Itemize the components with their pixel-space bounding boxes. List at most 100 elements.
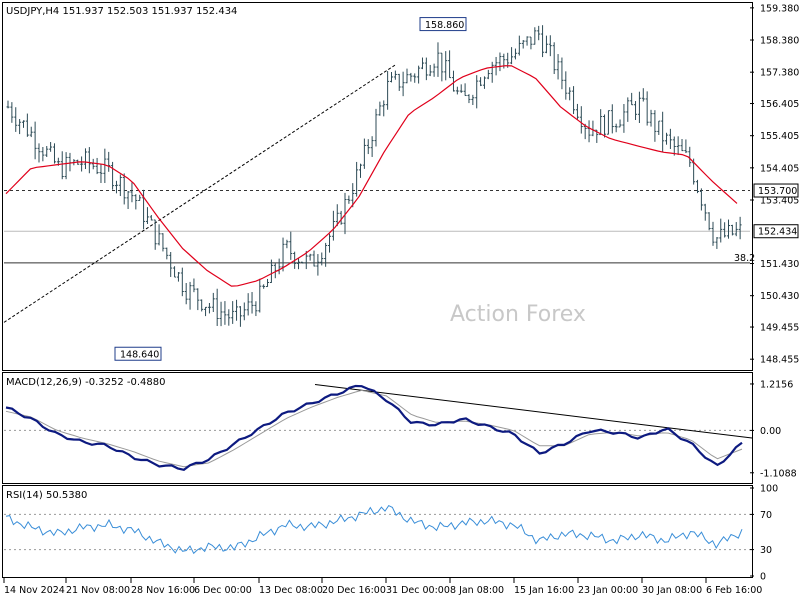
macd-tick-label: -1.1088 — [760, 468, 797, 479]
ohlc-bar — [242, 302, 246, 321]
ohlc-bar — [665, 132, 669, 145]
rsi-line — [5, 504, 743, 555]
ohlc-bar — [707, 212, 711, 231]
time-tick-label: 23 Jan 00:00 — [578, 585, 638, 596]
ohlc-bar — [366, 139, 370, 155]
ohlc-bar — [634, 101, 638, 121]
ohlc-bar — [281, 237, 285, 272]
symbol-title: USDJPY,H4 151.937 152.503 151.937 152.43… — [6, 6, 237, 17]
ohlc-bar — [397, 73, 401, 91]
ohlc-bar — [83, 148, 87, 170]
ohlc-bar — [572, 86, 576, 115]
ohlc-bar — [610, 104, 614, 134]
ohlc-bar — [420, 57, 424, 70]
price-tick-label: 158.380 — [760, 36, 799, 47]
ohlc-bar — [33, 121, 37, 160]
rsi-panel-frame — [2, 485, 753, 578]
ohlc-bar — [649, 109, 653, 127]
ohlc-bar — [579, 106, 583, 134]
ohlc-bar — [661, 111, 665, 152]
ohlc-bar — [331, 210, 335, 241]
ohlc-bar — [153, 219, 157, 250]
ohlc-bar — [138, 194, 142, 202]
rsi-title: RSI(14) 50.5380 — [6, 490, 87, 501]
last-price-label: 152.434 — [758, 227, 797, 238]
ohlc-bar — [165, 247, 169, 260]
ohlc-bar — [320, 252, 324, 266]
macd-tick-label: 1.2156 — [760, 379, 793, 390]
macd-panel-frame — [2, 372, 753, 484]
ohlc-bar — [196, 288, 200, 311]
ohlc-bar — [235, 299, 239, 321]
price-layer: 158.860 148.640 38.2 — [3, 17, 755, 361]
ohlc-bar — [157, 224, 161, 246]
ohlc-bar — [200, 299, 204, 312]
ohlc-bar — [448, 50, 452, 79]
ohlc-bar — [494, 56, 498, 76]
resistance-price-label: 153.700 — [758, 186, 797, 197]
ohlc-bar — [107, 151, 111, 172]
ohlc-bar — [556, 54, 560, 80]
ohlc-bar — [227, 309, 231, 326]
ohlc-bar — [324, 242, 328, 267]
ohlc-bar — [254, 301, 258, 317]
ohlc-bar — [475, 75, 479, 109]
time-tick-label: 13 Dec 08:00 — [259, 585, 323, 596]
ohlc-bar — [25, 113, 29, 137]
ohlc-bar — [231, 301, 235, 324]
price-tick-label: 153.405 — [760, 196, 799, 207]
ohlc-bar — [424, 57, 428, 81]
ohlc-bar — [672, 136, 676, 156]
ohlc-bar — [544, 35, 548, 54]
ohlc-bar — [87, 147, 91, 174]
ohlc-bar — [727, 219, 731, 239]
ohlc-bar — [734, 222, 738, 237]
ohlc-bar — [103, 148, 107, 184]
ohlc-bar — [176, 272, 180, 282]
ohlc-bar — [37, 143, 41, 163]
last-price-box — [753, 224, 799, 239]
ohlc-bar — [738, 216, 742, 240]
ohlc-bar — [703, 203, 707, 221]
rsi-tick-label: 30 — [760, 545, 772, 556]
ohlc-bar — [300, 261, 304, 264]
ohlc-bar — [355, 161, 359, 197]
ohlc-bar — [645, 91, 649, 126]
ohlc-bar — [529, 36, 533, 50]
time-tick-label: 30 Jan 08:00 — [642, 585, 702, 596]
ohlc-bar — [246, 293, 250, 316]
ohlc-bar — [111, 161, 115, 190]
ohlc-bar — [413, 73, 417, 83]
ohlc-bar — [606, 110, 610, 135]
time-tick-label: 14 Nov 2024 — [4, 585, 65, 596]
ohlc-bar — [207, 302, 211, 314]
ohlc-bar — [215, 288, 219, 326]
ohlc-bar — [626, 97, 630, 122]
time-tick-label: 20 Dec 16:00 — [322, 585, 386, 596]
ohlc-bar — [479, 77, 483, 87]
ohlc-bar — [238, 306, 242, 327]
time-tick-label: 8 Jan 08:00 — [450, 585, 504, 596]
ohlc-bar — [575, 103, 579, 120]
ohlc-bar — [173, 266, 177, 278]
watermark: Action Forex — [450, 302, 586, 327]
ohlc-bar — [122, 173, 126, 205]
low-label-box — [114, 346, 162, 361]
price-tick-label: 157.380 — [760, 68, 799, 79]
ohlc-bar — [304, 250, 308, 270]
ohlc-bar — [52, 143, 56, 164]
ohlc-bar — [316, 254, 320, 276]
ohlc-bar — [64, 152, 68, 180]
ohlc-bar — [204, 306, 208, 317]
ohlc-bar — [188, 281, 192, 310]
ohlc-bar — [351, 183, 355, 208]
price-tick-label: 159.380 — [760, 3, 799, 14]
ohlc-bar — [564, 71, 568, 100]
ohlc-bar — [80, 156, 84, 172]
ohlc-bar — [583, 123, 587, 140]
ohlc-bar — [436, 42, 440, 77]
ohlc-bar — [378, 101, 382, 116]
ohlc-bar — [393, 70, 397, 80]
ohlc-bar — [10, 102, 14, 123]
ohlc-bar — [715, 237, 719, 249]
